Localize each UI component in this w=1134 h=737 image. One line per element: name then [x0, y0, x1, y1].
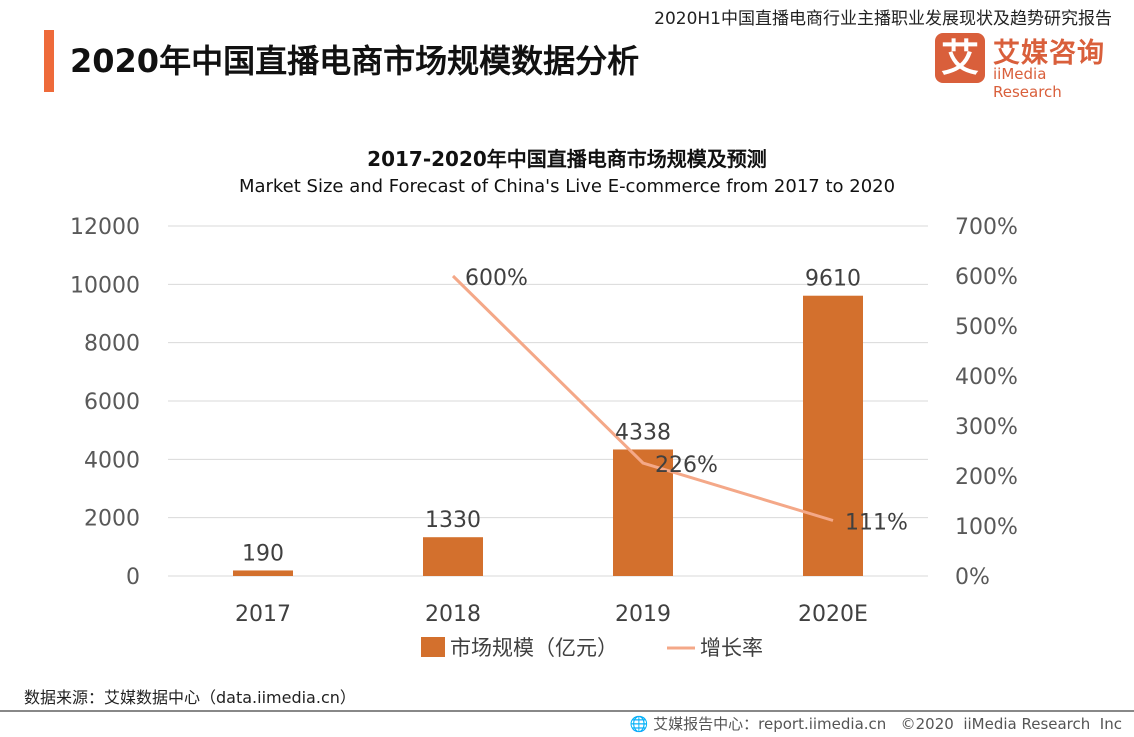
legend-bar-swatch	[421, 637, 445, 657]
logo: 艾 艾媒咨询 iiMedia Research	[935, 33, 1115, 101]
y-left-tick: 8000	[84, 332, 140, 357]
bar	[803, 295, 863, 576]
y-left-tick: 6000	[84, 390, 140, 415]
y-right-tick: 400%	[955, 365, 1018, 390]
chart: 2017-2020年中国直播电商市场规模及预测 Market Size and …	[70, 147, 1018, 660]
x-tick: 2019	[615, 602, 671, 627]
source-note: 数据来源：艾媒数据中心（data.iimedia.cn）	[24, 688, 356, 707]
y-left-tick: 0	[126, 565, 140, 590]
growth-line	[451, 274, 834, 522]
report-title: 2020H1中国直播电商行业主播职业发展现状及趋势研究报告	[654, 9, 1112, 29]
logo-mark: 艾	[935, 33, 985, 83]
bar	[233, 570, 293, 576]
x-tick: 2017	[235, 602, 291, 627]
footer-text: 艾媒报告中心：report.iimedia.cn ©2020 iiMedia R…	[653, 715, 1122, 733]
footer: 🌐 艾媒报告中心：report.iimedia.cn ©2020 iiMedia…	[630, 713, 1122, 734]
accent-bar	[44, 30, 54, 92]
x-tick: 2018	[425, 602, 481, 627]
logo-cn: 艾媒咨询	[993, 38, 1105, 69]
bar-label: 1330	[425, 508, 481, 533]
bar	[423, 537, 483, 576]
y-right-tick: 100%	[955, 515, 1018, 540]
logo-en: iiMedia Research	[993, 65, 1062, 101]
globe-cursor-icon: 🌐	[629, 715, 654, 733]
chart-subtitle: Market Size and Forecast of China's Live…	[239, 176, 895, 197]
legend-line-label: 增长率	[700, 636, 763, 660]
bar-label: 190	[242, 541, 284, 566]
line-label: 226%	[655, 453, 718, 478]
y-right-tick: 600%	[955, 265, 1018, 290]
y-right-tick: 0%	[955, 565, 990, 590]
x-tick: 2020E	[798, 602, 868, 627]
line-label: 111%	[845, 511, 908, 536]
bar-label: 4338	[615, 420, 671, 445]
y-right-tick: 700%	[955, 215, 1018, 240]
legend-bar-label: 市场规模（亿元）	[450, 636, 618, 660]
y-left-tick: 2000	[84, 507, 140, 532]
page-title: 2020年中国直播电商市场规模数据分析	[70, 42, 640, 80]
chart-title: 2017-2020年中国直播电商市场规模及预测	[367, 147, 767, 171]
y-right-tick: 300%	[955, 415, 1018, 440]
y-left-tick: 12000	[70, 215, 140, 240]
line-label: 600%	[465, 266, 528, 291]
y-right-tick: 500%	[955, 315, 1018, 340]
y-left-tick: 10000	[70, 273, 140, 298]
y-right-tick: 200%	[955, 465, 1018, 490]
bar-label: 9610	[805, 267, 861, 292]
footer-divider	[0, 710, 1134, 712]
y-left-tick: 4000	[84, 448, 140, 473]
